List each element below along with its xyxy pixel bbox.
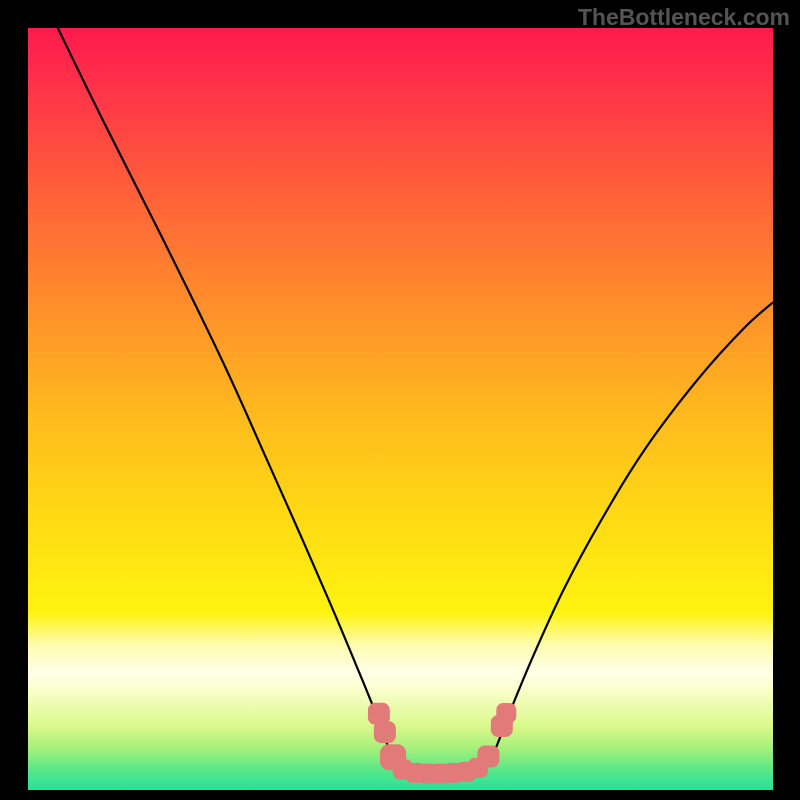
scatter-marker xyxy=(478,746,499,767)
bottleneck-curve-chart xyxy=(28,28,773,790)
gradient-background xyxy=(28,28,773,790)
scatter-marker xyxy=(374,722,395,743)
watermark-text: TheBottleneck.com xyxy=(578,4,790,31)
scatter-marker xyxy=(497,704,516,723)
chart-frame: TheBottleneck.com xyxy=(0,0,800,800)
